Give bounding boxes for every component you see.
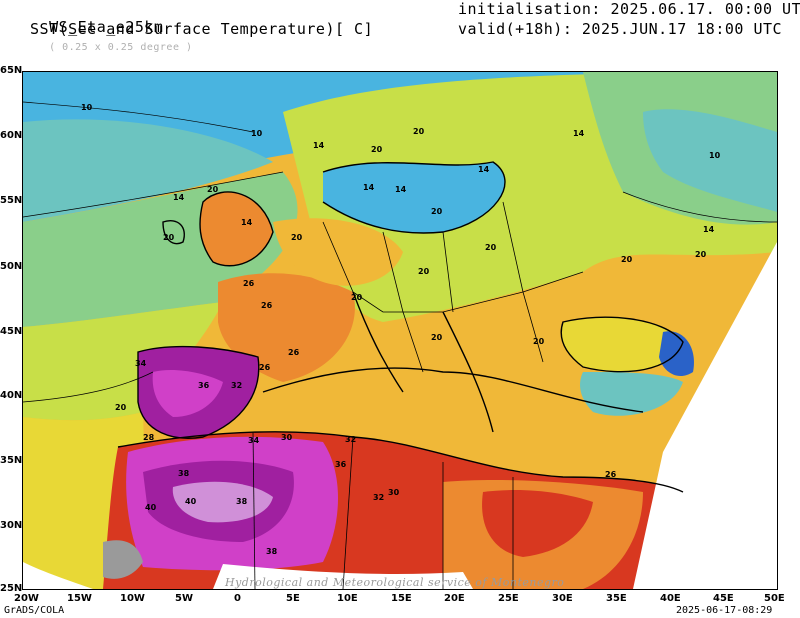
russia-cool-patch [643, 109, 777, 212]
contour-label: 26 [243, 279, 255, 288]
sst-map: 10 10 14 14 14 14 14 14 14 14 20 20 20 2… [22, 71, 778, 590]
contour-label: 20 [418, 267, 430, 276]
lon-label: 35E [606, 593, 627, 604]
contour-label: 20 [207, 185, 219, 194]
domain-edge-east [633, 242, 777, 589]
contour-label: 20 [163, 233, 175, 242]
contour-label: 32 [345, 435, 356, 444]
lon-label: 10W [120, 593, 145, 604]
contour-label: 14 [313, 141, 325, 150]
model-title: WS_Eta_e25km ( 0.25 x 0.25 degree ) [30, 0, 193, 54]
watermark: Hydrological and Meteorological service … [225, 576, 565, 589]
north-atlantic-teal [23, 119, 273, 222]
lon-label: 5E [286, 593, 300, 604]
contour-label: 20 [695, 250, 707, 259]
contour-label: 20 [533, 337, 545, 346]
lat-label: 50N [0, 261, 23, 272]
contour-label: 30 [388, 488, 400, 497]
contour-label: 38 [178, 469, 190, 478]
western-sahara-grey [103, 540, 143, 579]
lon-label: 30E [552, 593, 573, 604]
contour-label: 20 [485, 243, 497, 252]
contour-label: 30 [281, 433, 293, 442]
contour-label: 14 [241, 218, 253, 227]
contour-label: 32 [231, 381, 242, 390]
contour-label: 28 [143, 433, 155, 442]
contour-label: 14 [173, 193, 185, 202]
isotherm-lines [23, 101, 777, 403]
contour-label: 14 [363, 183, 375, 192]
contour-label: 40 [185, 497, 197, 506]
contour-label: 34 [248, 436, 260, 445]
lon-label: 40E [660, 593, 681, 604]
contour-label: 20 [291, 233, 303, 242]
lat-label: 45N [0, 326, 23, 337]
contour-label: 20 [351, 293, 363, 302]
contour-label: 32 [373, 493, 384, 502]
country-borders [252, 201, 584, 589]
contour-label: 14 [478, 165, 490, 174]
contour-label: 20 [621, 255, 633, 264]
iberia-hot-core [152, 370, 223, 417]
lon-label: 10E [337, 593, 358, 604]
contour-label: 20 [413, 127, 425, 136]
lon-label: 0 [234, 593, 241, 604]
contour-label: 14 [573, 129, 585, 138]
grid-resolution: ( 0.25 x 0.25 degree ) [49, 42, 193, 53]
contour-label: 10 [251, 129, 263, 138]
render-timestamp: 2025-06-17-08:29 [676, 605, 773, 616]
libya-red [482, 490, 593, 557]
contour-label: 36 [335, 460, 347, 469]
anatolia-plateau [580, 372, 683, 416]
baltic-sea [323, 162, 505, 233]
lon-label: 15W [67, 593, 92, 604]
contour-label: 20 [431, 333, 443, 342]
valid-time: valid(+18h): 2025.JUN.17 18:00 UTC [458, 20, 783, 38]
contour-label: 20 [371, 145, 383, 154]
contour-label: 34 [135, 359, 147, 368]
lon-label: 50E [764, 593, 785, 604]
contour-label: 14 [395, 185, 407, 194]
lat-label: 30N [0, 520, 23, 531]
lat-label: 35N [0, 455, 23, 466]
coastlines [117, 161, 684, 493]
contour-label: 38 [236, 497, 248, 506]
benelux-germany-land [273, 218, 403, 286]
software-credit: GrADS/COLA [4, 605, 65, 616]
contour-label: 26 [288, 348, 300, 357]
contour-label: 38 [266, 547, 278, 556]
contour-label: 26 [605, 470, 617, 479]
contour-label: 40 [145, 503, 157, 512]
contour-label: 10 [709, 151, 721, 160]
britain-land [200, 192, 273, 266]
sahara-lilac [172, 481, 273, 523]
lat-label: 40N [0, 390, 23, 401]
lon-label: 20W [14, 593, 39, 604]
contour-label: 10 [81, 103, 93, 112]
lat-label: 65N [0, 65, 23, 76]
contour-label: 14 [703, 225, 715, 234]
lon-label: 20E [444, 593, 465, 604]
lon-label: 5W [175, 593, 193, 604]
lat-label: 25N [0, 583, 23, 594]
domain-edge-sw [23, 562, 93, 589]
model-name: WS_Eta_e25km [49, 18, 164, 36]
initialisation-time: initialisation: 2025.06.17. 00:00 UTC [458, 0, 800, 18]
lon-label: 25E [498, 593, 519, 604]
lat-label: 55N [0, 195, 23, 206]
contour-label: 26 [261, 301, 273, 310]
map-canvas: 10 10 14 14 14 14 14 14 14 14 20 20 20 2… [23, 72, 777, 589]
contour-labels: 10 10 14 14 14 14 14 14 14 14 20 20 20 2… [81, 103, 721, 556]
contour-label: 20 [431, 207, 443, 216]
black-sea [561, 317, 683, 372]
domain-edge-south [213, 564, 473, 589]
lon-label: 45E [713, 593, 734, 604]
lat-label: 60N [0, 130, 23, 141]
contour-label: 36 [198, 381, 210, 390]
lon-label: 15E [391, 593, 412, 604]
atlantic-yellowgreen [23, 302, 223, 421]
contour-label: 26 [259, 363, 271, 372]
contour-label: 20 [115, 403, 127, 412]
variable-title: SST(See and Surface Temperature)[ C] [30, 20, 374, 38]
